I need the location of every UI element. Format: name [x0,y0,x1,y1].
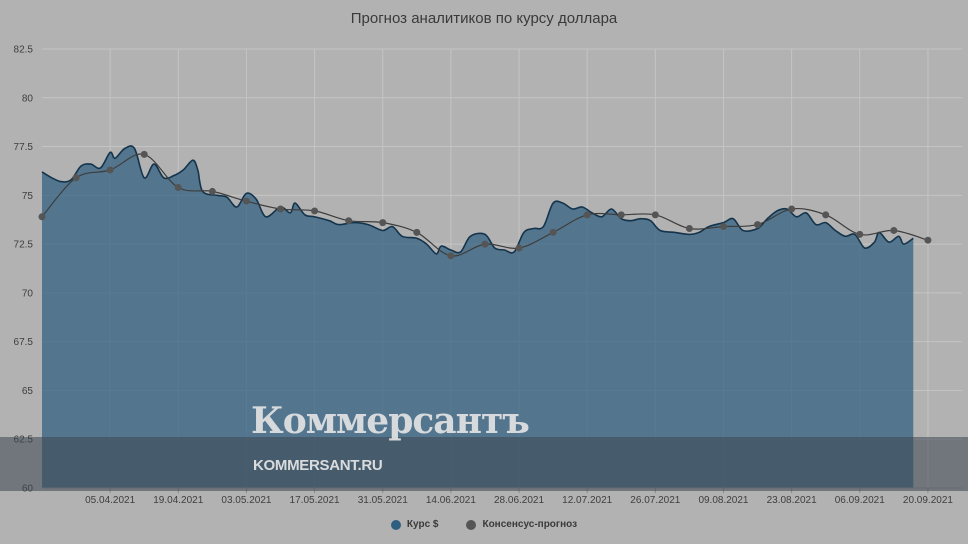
legend-marker-consensus [466,519,477,530]
consensus-point [379,219,387,227]
consensus-point [481,240,489,248]
legend-item-consensus[interactable]: Консенсус-прогноз [466,519,577,530]
consensus-point [754,221,762,229]
consensus-point [549,228,557,236]
legend-marker-usd-rate [390,519,401,530]
consensus-point [140,150,148,158]
consensus-point [208,187,216,195]
y-tick-label: 80 [22,93,34,104]
x-tick-label: 31.05.2021 [358,495,408,506]
x-tick-label: 23.08.2021 [767,495,817,506]
consensus-point [856,230,864,238]
legend: Курс $ Консенсус-прогноз [0,519,968,530]
watermark-logo: Коммерсантъ [251,400,530,442]
consensus-point [583,211,591,219]
x-tick-label: 09.08.2021 [698,495,748,506]
watermark-url: KOMMERSANT.RU [253,457,383,474]
consensus-point [822,211,830,219]
consensus-forecast-line [38,150,932,260]
consensus-point [277,205,285,213]
consensus-point [106,166,114,174]
y-tick-label: 70 [22,288,34,299]
consensus-point [651,211,659,219]
consensus-point [788,205,796,213]
x-tick-label: 19.04.2021 [153,495,203,506]
usd-rate-area [41,145,914,488]
x-tick-label: 17.05.2021 [290,495,340,506]
chart-title: Прогноз аналитиков по курсу доллара [350,10,618,27]
usd-rate-area-fill [42,145,914,488]
x-tick-label: 20.09.2021 [903,495,953,506]
consensus-point [719,223,727,231]
consensus-point [890,226,898,234]
y-tick-label: 67.5 [14,337,34,348]
watermark-band [0,437,968,491]
consensus-point [174,184,182,192]
consensus-point [447,252,455,260]
x-tick-label: 26.07.2021 [630,495,680,506]
x-tick-label: 14.06.2021 [426,495,476,506]
consensus-point [38,213,46,221]
consensus-point [685,225,693,233]
legend-label-usd-rate: Курс $ [406,519,439,530]
x-tick-label: 03.05.2021 [221,495,271,506]
y-tick-label: 75 [22,191,34,202]
consensus-point [242,197,250,205]
x-tick-label: 05.04.2021 [85,495,135,506]
consensus-point [345,217,353,225]
y-tick-label: 72.5 [14,240,34,251]
legend-item-usd-rate[interactable]: Курс $ [390,519,439,530]
consensus-point [924,236,932,244]
consensus-point [617,211,625,219]
usd-rate-line [41,145,914,255]
x-tick-label: 28.06.2021 [494,495,544,506]
consensus-point [515,244,523,252]
x-tick-label: 06.09.2021 [835,495,885,506]
x-tick-label: 12.07.2021 [562,495,612,506]
consensus-point [311,207,319,215]
y-tick-label: 65 [22,386,34,397]
y-tick-label: 77.5 [14,142,34,153]
legend-label-consensus: Консенсус-прогноз [482,519,578,530]
y-tick-label: 82.5 [14,45,34,56]
consensus-point [72,174,80,182]
consensus-point [413,228,421,236]
